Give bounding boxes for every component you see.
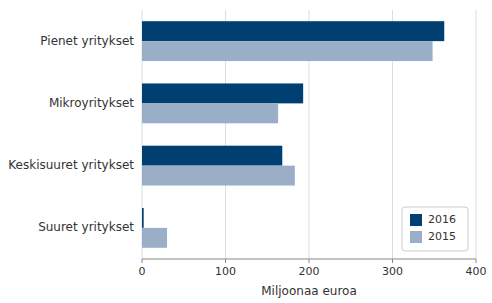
category-label: Mikroyritykset xyxy=(49,96,134,110)
category-label: Keskisuuret yritykset xyxy=(8,158,134,172)
tick xyxy=(225,259,226,263)
legend-frame xyxy=(402,207,468,251)
tick-label: 300 xyxy=(382,265,403,278)
grid xyxy=(142,10,476,259)
tick xyxy=(309,259,310,263)
legend-swatch xyxy=(410,214,422,226)
legend-label: 2016 xyxy=(428,213,456,226)
bar xyxy=(142,228,167,248)
tick xyxy=(392,259,393,263)
bar xyxy=(142,83,303,103)
x-axis-label: Miljoonaa euroa xyxy=(261,284,357,298)
y-axis: Pienet yritykset Mikroyritykset Keskisuure… xyxy=(8,34,134,235)
category-label: Suuret yritykset xyxy=(38,220,134,234)
bar xyxy=(142,166,295,186)
legend: 2016 2015 xyxy=(402,207,468,251)
bar xyxy=(142,103,278,123)
grid-line xyxy=(476,10,477,259)
legend-label: 2015 xyxy=(428,230,456,243)
tick-label: 0 xyxy=(139,265,146,278)
tick xyxy=(142,259,143,263)
bar xyxy=(142,21,444,41)
tick-label: 200 xyxy=(299,265,320,278)
bar xyxy=(142,146,282,166)
tick xyxy=(476,259,477,263)
tick-label: 400 xyxy=(466,265,487,278)
tick-label: 100 xyxy=(215,265,236,278)
category-label: Pienet yritykset xyxy=(40,34,134,48)
chart: 0 100 200 300 400 Miljoonaa euroa Pienet yrity… xyxy=(0,0,492,303)
bars xyxy=(142,21,444,248)
bar xyxy=(142,41,433,61)
legend-swatch xyxy=(410,231,422,243)
bar xyxy=(142,208,144,228)
x-axis: 0 100 200 300 400 xyxy=(139,259,487,278)
